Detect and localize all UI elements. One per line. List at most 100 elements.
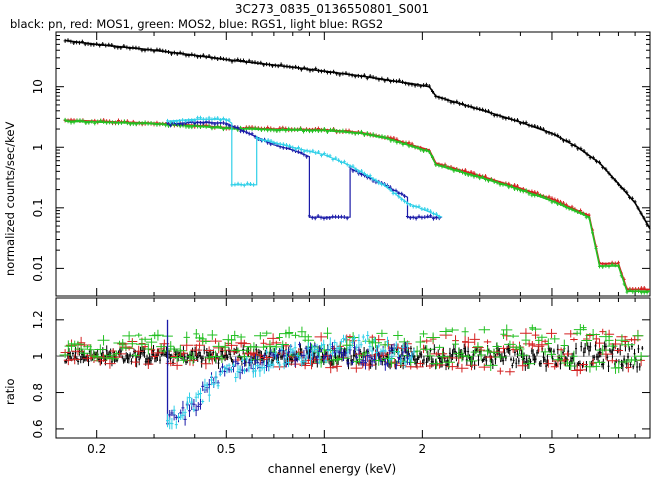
ratio-point <box>127 340 138 348</box>
ratio-point <box>355 354 359 361</box>
ratio-point <box>543 357 546 363</box>
ratio-point <box>523 358 536 369</box>
ratio-point <box>139 346 142 359</box>
ratio-point <box>232 362 236 368</box>
ratio-point <box>462 335 469 348</box>
ratio-point <box>79 350 90 357</box>
ratio-point <box>529 324 536 331</box>
ratio-point <box>352 349 355 361</box>
ratio-point <box>413 355 416 365</box>
ratio-point <box>615 334 629 347</box>
ratio-point <box>377 343 381 349</box>
ratio-point <box>71 347 85 356</box>
ratio-point <box>186 352 189 364</box>
ratio-point <box>589 342 592 352</box>
ratio-point <box>612 343 615 352</box>
ratio-point <box>331 342 335 352</box>
ratio-point <box>223 365 227 370</box>
ratio-point <box>459 349 462 359</box>
ratio-point <box>171 361 183 370</box>
ratio-point <box>127 354 130 364</box>
ratio-point <box>122 358 125 364</box>
ratio-point <box>225 364 229 374</box>
ratio-point <box>564 356 567 367</box>
ratio-point <box>359 341 363 348</box>
ratio-point <box>350 363 363 373</box>
ratio-point <box>593 359 606 365</box>
ratio-point <box>546 328 557 338</box>
y-tick-label: 0.6 <box>31 419 45 438</box>
model-line-MOS2 <box>65 120 650 292</box>
ratio-point <box>221 368 225 374</box>
ratio-point <box>478 326 491 334</box>
ratio-point <box>628 335 641 344</box>
ratio-point <box>381 353 396 364</box>
ratio-point <box>478 363 490 371</box>
ratio-point <box>368 354 372 361</box>
ratio-point <box>560 339 569 352</box>
ratio-point <box>344 335 348 343</box>
ratio-point <box>545 360 548 372</box>
ratio-point <box>148 353 151 365</box>
ratio-point <box>369 337 382 349</box>
ratio-point <box>281 354 284 360</box>
ratio-point <box>333 347 337 357</box>
ratio-point <box>397 348 401 358</box>
ratio-point <box>68 348 71 359</box>
ratio-point <box>415 336 426 348</box>
ratio-point <box>366 348 370 363</box>
ratio-point <box>135 332 143 338</box>
ratio-point <box>284 349 288 364</box>
ratio-point <box>284 326 294 339</box>
ratio-point <box>507 343 510 354</box>
ratio-point <box>201 381 205 392</box>
ratio-point <box>229 367 233 372</box>
ratio-point <box>419 330 428 338</box>
ratio-point <box>276 333 283 342</box>
ratio-point <box>248 342 260 352</box>
ratio-point <box>472 349 475 360</box>
ratio-point <box>149 356 152 365</box>
ratio-point <box>604 334 614 346</box>
ratio-point <box>511 362 514 369</box>
x-tick-label: 5 <box>548 442 556 456</box>
ratio-point <box>249 358 253 365</box>
ratio-point <box>417 355 420 361</box>
ratio-point <box>630 343 633 350</box>
ratio-point <box>279 329 293 338</box>
ratio-point <box>238 353 241 359</box>
ratio-point <box>602 358 605 370</box>
ratio-point <box>75 356 78 362</box>
ratio-point <box>570 350 578 362</box>
ratio-point <box>539 359 542 368</box>
ratio-point <box>262 353 266 358</box>
ratio-point <box>350 337 354 348</box>
ratio-points-RGS2 <box>166 331 416 430</box>
ratio-point <box>291 347 295 354</box>
ratio-point <box>525 354 528 364</box>
ratio-point <box>361 334 365 340</box>
ratio-point <box>323 327 332 340</box>
ratio-point <box>131 352 140 358</box>
ratio-point <box>201 338 211 345</box>
ratio-point <box>412 348 416 355</box>
ratio-point <box>505 368 515 376</box>
ratio-point <box>390 353 394 361</box>
ratio-point <box>295 353 299 358</box>
ratio-point <box>236 365 240 379</box>
ratio-point <box>607 343 618 350</box>
ratio-point <box>122 331 136 341</box>
ratio-point <box>59 352 71 358</box>
ratio-point <box>214 371 218 385</box>
ratio-point <box>315 343 319 355</box>
ratio-point <box>179 357 188 364</box>
ratio-point <box>502 356 505 365</box>
ratio-point <box>408 356 412 363</box>
ratio-point <box>260 358 264 367</box>
ratio-point <box>383 358 387 371</box>
ratio-point <box>562 350 565 356</box>
ratio-point <box>287 348 291 358</box>
ratio-point <box>579 361 588 368</box>
ratio-point <box>483 359 498 372</box>
ratio-point <box>238 365 242 373</box>
